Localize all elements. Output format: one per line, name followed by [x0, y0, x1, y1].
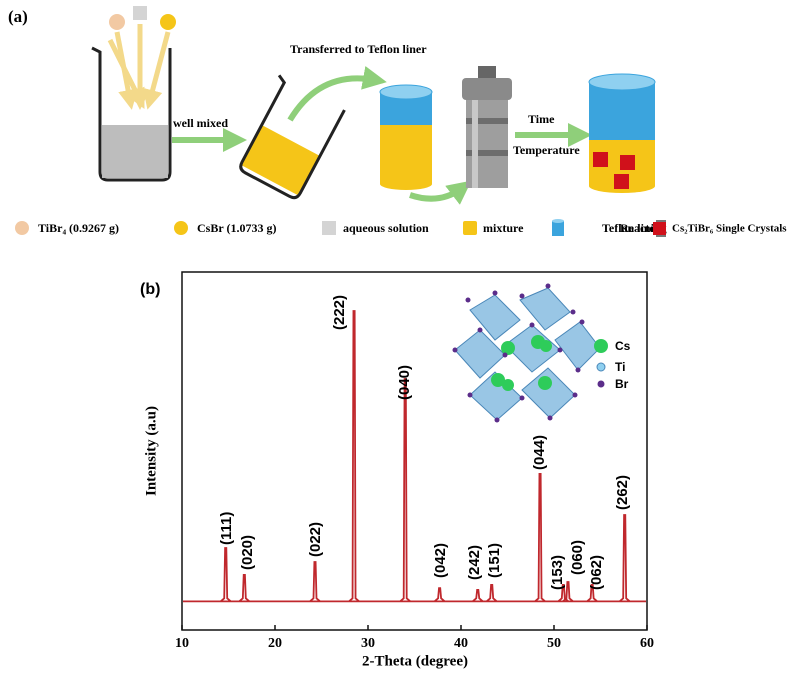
- xrd-peak: [434, 587, 446, 603]
- xrd-peak: [586, 583, 598, 603]
- step-label: Temperature: [513, 143, 580, 157]
- aqueous-solution: [102, 125, 168, 178]
- peak-label: (151): [486, 543, 503, 578]
- add-arrows: [107, 24, 171, 110]
- inset-legend-label: Ti: [615, 360, 625, 374]
- peak-label: (153): [549, 555, 566, 590]
- legend-label: Cs₂TiBr₆ Single Crystals: [672, 223, 787, 235]
- xrd-peak: [220, 547, 232, 603]
- xrd-peak: [238, 573, 250, 603]
- peak-label: (020): [239, 535, 256, 570]
- legend-label: CsBr (1.0733 g): [197, 221, 276, 235]
- reactor: [462, 66, 512, 188]
- inset-legend-label: Br: [615, 377, 629, 391]
- peak-label: (060): [569, 540, 586, 575]
- peak-label: (111): [218, 512, 235, 545]
- y-axis-label: Intensity (a.u): [143, 406, 159, 496]
- xrd-peak: [399, 378, 411, 603]
- crystal-icon: [653, 222, 666, 235]
- xrd-peak: [309, 561, 321, 603]
- legend-label: Reactor: [620, 221, 661, 235]
- peak-label: (040): [396, 365, 413, 400]
- legend: TiBr₄ (0.9267 g) CsBr (1.0733 g) aqueous…: [15, 219, 787, 237]
- crystal-inset: Cs Ti Br: [452, 283, 631, 423]
- x-tick-label: 20: [268, 636, 282, 651]
- x-tick-label: 60: [640, 636, 654, 651]
- peak-label: (222): [331, 295, 348, 330]
- panel-label: (a): [8, 7, 28, 26]
- tibr4-icon: [109, 14, 125, 30]
- peak-label: (062): [588, 555, 605, 590]
- x-axis-label: 2-Theta (degree): [362, 653, 468, 669]
- schematic: (a) well mixed Transferred to Teflon lin…: [8, 6, 787, 237]
- legend-label: mixture: [483, 221, 524, 235]
- peak-label: (262): [614, 475, 631, 510]
- beaker: [91, 46, 172, 182]
- legend-label: TiBr₄ (0.9267 g): [38, 221, 119, 235]
- x-tick-label: 10: [175, 636, 189, 651]
- x-tick-label: 30: [361, 636, 375, 651]
- step-label: Time: [528, 112, 555, 126]
- xrd-chart: (b) 2-Theta (degree) Intensity (a.u) Cs: [140, 271, 654, 669]
- product-liner: [588, 73, 656, 193]
- xrd-peak: [472, 589, 484, 603]
- csbr-icon: [160, 14, 176, 30]
- peak-label: (022): [307, 522, 324, 557]
- arrow: [409, 180, 472, 205]
- plot-frame: [181, 271, 648, 631]
- x-tick-label: 50: [547, 636, 561, 651]
- step-label: well mixed: [173, 116, 228, 130]
- xrd-peak: [619, 514, 631, 603]
- tilted-beaker: [239, 74, 346, 200]
- peak-label: (242): [466, 545, 483, 580]
- xrd-peak: [562, 581, 574, 603]
- legend-label: aqueous solution: [343, 221, 429, 235]
- x-tick-label: 40: [454, 636, 468, 651]
- peak-label: (042): [432, 543, 449, 578]
- step-label: Transferred to Teflon liner: [290, 42, 427, 56]
- panel-label: (b): [140, 281, 160, 298]
- peak-label: (044): [531, 435, 548, 470]
- inset-legend-label: Cs: [615, 339, 631, 353]
- xrd-peak: [486, 583, 498, 603]
- xrd-peak: [534, 473, 546, 603]
- solution-icon: [133, 6, 147, 20]
- teflon-liner: [379, 84, 433, 190]
- legend-label: Teflon lining: [602, 221, 667, 235]
- arrow: [287, 66, 387, 122]
- xrd-peak: [348, 310, 360, 603]
